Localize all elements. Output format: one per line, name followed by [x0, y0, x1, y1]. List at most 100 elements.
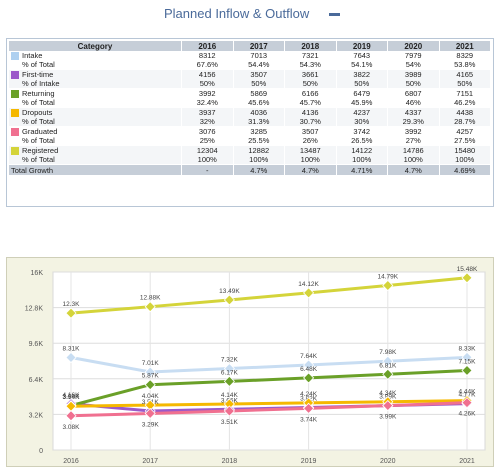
value-cell: 4156 50%: [181, 69, 234, 89]
table-row: Graduated% of Total 3076 25% 3285 25.5% 3507…: [9, 126, 491, 146]
cell-percent: 53.8%: [454, 60, 476, 69]
data-point: [144, 379, 156, 391]
data-label: 14.12K: [298, 281, 319, 288]
value-cell: 3992 27%: [387, 126, 440, 146]
data-label: 3.51K: [221, 419, 239, 426]
collapse-button[interactable]: [329, 13, 340, 16]
cell-percent: 67.6%: [196, 60, 218, 69]
value-cell: 6479 45.9%: [336, 88, 388, 108]
cell-value: 3661: [301, 70, 319, 79]
x-tick-label: 2020: [380, 458, 396, 465]
value-cell: 7643 54.1%: [336, 51, 388, 70]
column-header[interactable]: 2020: [387, 41, 440, 51]
cell-percent: 25.5%: [248, 136, 270, 145]
value-cell: 14122 100%: [336, 145, 388, 165]
data-label: 8.31K: [63, 346, 81, 353]
cell-percent: 50%: [251, 79, 267, 88]
column-header[interactable]: Category: [9, 41, 182, 51]
cell-value: 7151: [456, 89, 474, 98]
cell-percent: 27.5%: [454, 136, 476, 145]
cell-value: 3989: [404, 70, 422, 79]
value-cell: 6166 45.7%: [284, 88, 337, 108]
data-label: 14.79K: [377, 274, 398, 281]
data-point: [65, 410, 77, 422]
cell-value: 3076: [198, 127, 216, 136]
table-row: Returning% of Total 3992 32.4% 5869 45.6% 61…: [9, 88, 491, 108]
data-point: [223, 362, 235, 375]
data-label: 13.49K: [219, 288, 240, 295]
cell-value: 4156: [198, 70, 216, 79]
cell-value: 14122: [351, 146, 373, 155]
category-label: Returning: [22, 89, 55, 98]
data-point: [461, 364, 473, 377]
total-growth-cell: 4.69%: [439, 164, 491, 175]
value-cell: 4165 50%: [439, 69, 491, 89]
column-header[interactable]: 2016: [181, 41, 234, 51]
y-tick-label: 0: [39, 448, 43, 455]
cell-percent: 31.3%: [248, 117, 270, 126]
data-label: 4.24K: [300, 391, 318, 398]
value-cell: 7151 46.2%: [439, 88, 491, 108]
cell-value: 4165: [456, 70, 474, 79]
series-line: [70, 355, 468, 374]
value-cell: 7013 54.4%: [233, 51, 285, 70]
column-header[interactable]: 2018: [284, 41, 337, 51]
cell-percent: 28.7%: [454, 117, 476, 126]
x-tick-label: 2016: [63, 458, 79, 465]
cell-value: 15480: [454, 146, 476, 155]
cell-percent: 50%: [457, 79, 473, 88]
series-line: [70, 368, 468, 408]
data-label: 6.48K: [300, 366, 318, 373]
value-cell: 12304 100%: [181, 145, 234, 165]
value-cell: 3822 50%: [336, 69, 388, 89]
value-cell: 14786 100%: [387, 145, 440, 165]
value-cell: 4136 30.7%: [284, 107, 337, 127]
data-point: [144, 407, 156, 420]
column-header[interactable]: 2021: [439, 41, 491, 51]
column-header[interactable]: 2019: [336, 41, 388, 51]
data-point: [382, 355, 394, 367]
cell-value: 3822: [353, 70, 371, 79]
y-tick-label: 16K: [31, 270, 44, 277]
legend-swatch: [11, 90, 19, 98]
data-label: 7.01K: [142, 360, 160, 367]
value-cell: 4438 28.7%: [439, 107, 491, 127]
table-header-row: Category 2016 2017 2018 2019 2020 2021: [9, 41, 491, 51]
cell-percent: 100%: [352, 155, 372, 164]
chart-panel: 0 3.2K 6.4K 9.6K 12.8K 16K 2016 2017 2018 2019 202…: [6, 257, 494, 467]
data-point: [303, 402, 315, 414]
category-label: First-time: [22, 70, 54, 79]
value-cell: 7321 54.3%: [284, 51, 337, 70]
category-sublabel: % of Total: [22, 155, 55, 164]
cell-value: 13487: [299, 146, 321, 155]
table-row: Intake% of Total 8312 67.6% 7013 54.4% 7321 5…: [9, 51, 491, 70]
value-cell: 3661 50%: [284, 69, 337, 89]
series-line: [70, 276, 468, 315]
cell-percent: 30.7%: [299, 117, 321, 126]
total-growth-cell: 4.7%: [387, 164, 440, 175]
cell-value: 7321: [301, 51, 319, 60]
data-label: 5.87K: [142, 373, 160, 380]
cell-value: 4036: [250, 108, 268, 117]
x-tick-label: 2017: [142, 458, 158, 465]
cell-percent: 54.3%: [299, 60, 321, 69]
series-line: [70, 399, 468, 408]
column-header[interactable]: 2017: [233, 41, 285, 51]
table-row: Dropouts% of Total 3937 32% 4036 31.3% 4136 3…: [9, 107, 491, 127]
value-cell: 7979 54%: [387, 51, 440, 70]
category-cell: Dropouts% of Total: [9, 107, 182, 127]
data-label: 4.14K: [221, 392, 239, 399]
category-cell: Returning% of Total: [9, 88, 182, 108]
value-cell: 4036 31.3%: [233, 107, 285, 127]
value-cell: 3989 50%: [387, 69, 440, 89]
category-label: Dropouts: [22, 108, 53, 117]
cell-percent: 27%: [405, 136, 421, 145]
cell-value: 4438: [456, 108, 474, 117]
cell-value: 3285: [250, 127, 268, 136]
category-cell: Graduated% of Total: [9, 126, 182, 146]
data-label: 7.32K: [221, 357, 239, 364]
data-point: [382, 400, 394, 412]
value-cell: 4237 30%: [336, 107, 388, 127]
data-label: 4.04K: [142, 393, 160, 400]
value-cell: 3507 26%: [284, 126, 337, 146]
